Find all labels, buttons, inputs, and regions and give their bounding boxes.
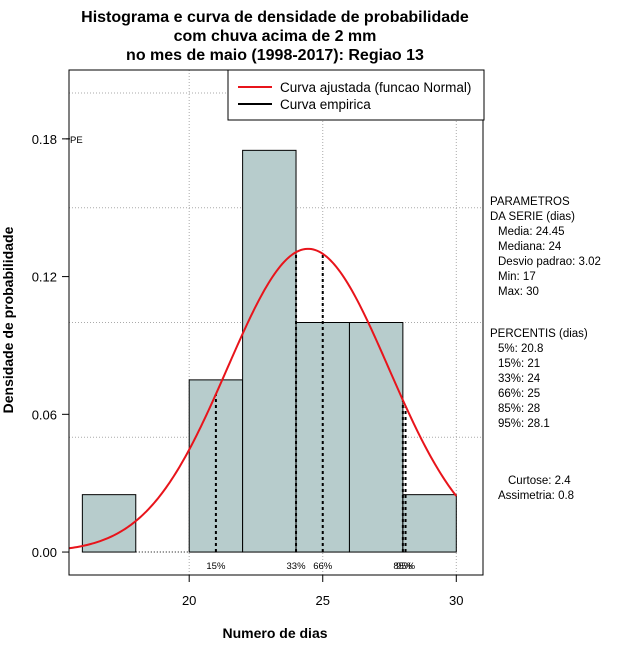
x-axis-title: Numero de dias	[222, 625, 327, 641]
histogram-bar-5	[348, 322, 404, 553]
title-line-1: Histograma e curva de densidade de proba…	[81, 9, 469, 26]
param-max: Max: 30	[498, 286, 539, 298]
side-panel-stats: PARAMETROS DA SERIE (dias) Media: 24.45 …	[490, 196, 601, 502]
x-tick-label-20: 20	[182, 593, 196, 608]
legend: Curva ajustada (funcao Normal) Curva emp…	[227, 69, 485, 121]
assimetria: Assimetria: 0.8	[498, 490, 574, 502]
histogram-bar-0	[81, 494, 137, 553]
y-tick-label-0: 0.00	[32, 545, 57, 560]
title-line-2: com chuva acima de 2 mm	[174, 28, 377, 45]
legend-label-curve-empirica: Curva empirica	[280, 97, 371, 112]
legend-label-curve-ajustada: Curva ajustada (funcao Normal)	[280, 80, 471, 95]
histogram-bar-3	[242, 149, 297, 553]
x-tick-label-25: 25	[316, 593, 330, 608]
percentile-label-1: 33%	[287, 561, 307, 572]
percentile-label-3: 85%	[393, 561, 413, 572]
normal-curve	[68, 247, 458, 550]
title-line-3: no mes de maio (1998-2017): Regiao 13	[126, 47, 424, 64]
curtose: Curtose: 2.4	[508, 475, 571, 487]
percentile-lines: 15% 33% 66% 85%95%	[206, 252, 416, 572]
pe-marker-label: PE	[70, 135, 83, 146]
percentil-85: 85%: 28	[498, 403, 540, 415]
param-desvio: Desvio padrao: 3.02	[498, 256, 601, 268]
legend-box	[227, 69, 485, 121]
percentil-15: 15%: 21	[498, 358, 540, 370]
percentil-33: 33%: 24	[498, 373, 541, 385]
percentil-5: 5%: 20.8	[498, 343, 543, 355]
parametros-title-1: PARAMETROS	[490, 196, 570, 208]
parametros-title-2: DA SERIE (dias)	[490, 211, 575, 223]
percentile-label-0: 15%	[206, 561, 226, 572]
axes: 20 25 30 0.00 0.06 0.12 0.18	[32, 132, 464, 608]
x-tick-label-30: 30	[449, 593, 463, 608]
param-media: Media: 24.45	[498, 226, 565, 238]
param-min: Min: 17	[498, 271, 536, 283]
percentis-title: PERCENTIS (dias)	[490, 328, 588, 340]
param-mediana: Mediana: 24	[498, 241, 562, 253]
y-tick-label-3: 0.18	[32, 132, 57, 147]
percentil-95: 95%: 28.1	[498, 418, 550, 430]
histogram-bars	[81, 149, 457, 553]
y-axis-title: Densidade de probabilidade	[0, 226, 16, 413]
y-tick-label-1: 0.06	[32, 407, 57, 422]
percentile-label-2: 66%	[313, 561, 333, 572]
chart-title: Histograma e curva de densidade de proba…	[81, 9, 469, 64]
histogram-bar-6	[402, 494, 457, 553]
percentile-label-4: 95%	[396, 561, 416, 572]
percentil-66: 66%: 25	[498, 388, 540, 400]
y-tick-label-2: 0.12	[32, 270, 57, 285]
